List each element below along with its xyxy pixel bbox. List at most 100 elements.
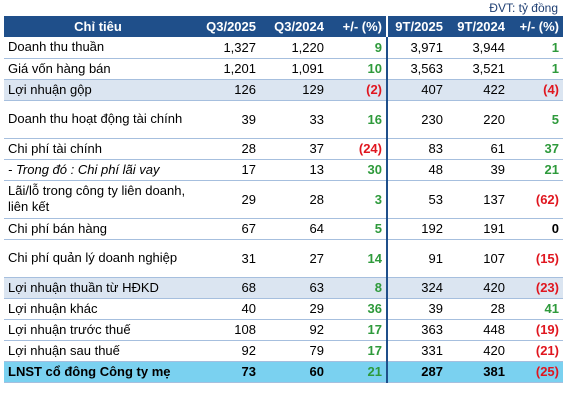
- cell-9t-2025: 363: [386, 319, 447, 340]
- header-ytd-change: +/- (%): [509, 16, 563, 37]
- cell-q3-2025: 29: [241, 191, 256, 207]
- header-row: Chỉ tiêu Q3/2025 Q3/2024 +/- (%) 9T/2025…: [4, 16, 563, 37]
- cell-9t-2024: 422: [447, 79, 509, 100]
- cell-q3-2025: 40: [241, 301, 256, 316]
- cell-q-change: 21: [328, 361, 387, 382]
- table-row: Doanh thu hoạt động tài chính 39 33 16 230 22…: [4, 100, 563, 138]
- header-q3-2024: Q3/2024: [260, 16, 328, 37]
- cell-9t-2024: 28: [490, 301, 505, 316]
- cell-9t-2025: 39: [386, 298, 447, 319]
- cell-ytd-change: 21: [544, 162, 559, 177]
- row-label: - Trong đó : Chi phí lãi vay: [8, 161, 160, 177]
- cell-ytd-change: (23): [509, 277, 563, 298]
- cell-q3-2025: 39: [241, 111, 256, 127]
- table-row: Chi phí bán hàng 67 64 5 192 191 0: [4, 218, 563, 239]
- cell-q3-2025: 67: [241, 221, 256, 236]
- cell-q-change: (24): [358, 141, 382, 156]
- cell-q3-2024: 1,220: [291, 39, 324, 55]
- cell-9t-2024: 107: [483, 250, 505, 266]
- cell-9t-2025: 53: [386, 180, 447, 218]
- cell-q3-2024: 79: [309, 343, 324, 358]
- table-row: Lợi nhuận trước thuế 108 92 17 363 448 (19): [4, 319, 563, 340]
- cell-q-change: 17: [367, 343, 382, 358]
- table-row: Giá vốn hàng bán 1,201 1,091 10 3,563 3,521 1: [4, 58, 563, 79]
- row-label: Lãi/lỗ trong công ty liên doanh, liên kế…: [8, 183, 186, 214]
- cell-9t-2025: 48: [386, 159, 447, 180]
- header-q-change: +/- (%): [328, 16, 387, 37]
- cell-q3-2025: 1,327: [223, 39, 256, 55]
- cell-9t-2024: 420: [447, 277, 509, 298]
- cell-ytd-change: 41: [544, 301, 559, 316]
- cell-9t-2024: 381: [447, 361, 509, 382]
- row-label: Doanh thu hoạt động tài chính: [8, 111, 183, 126]
- cell-ytd-change: (19): [535, 322, 559, 337]
- cell-ytd-change: 0: [551, 221, 559, 236]
- cell-q-change: 14: [367, 250, 382, 266]
- header-q3-2025: Q3/2025: [192, 16, 260, 37]
- cell-9t-2025: 3,971: [386, 37, 447, 58]
- table-row: Lợi nhuận khác 40 29 36 39 28 41: [4, 298, 563, 319]
- cell-9t-2024: 3,521: [472, 61, 505, 76]
- cell-9t-2024: 420: [483, 343, 505, 358]
- cell-9t-2025: 192: [386, 218, 447, 239]
- table-row: Chi phí quản lý doanh nghiệp 31 27 14 91 107 (…: [4, 239, 563, 277]
- cell-q-change: 3: [374, 191, 382, 207]
- cell-q-change: (2): [328, 79, 387, 100]
- cell-9t-2025: 91: [386, 239, 447, 277]
- cell-q3-2024: 64: [309, 221, 324, 236]
- cell-9t-2025: 230: [386, 100, 447, 138]
- cell-q3-2024: 60: [260, 361, 328, 382]
- table-row: Lợi nhuận sau thuế 92 79 17 331 420 (21): [4, 340, 563, 361]
- table-row: - Trong đó : Chi phí lãi vay 17 13 30 48 39 21: [4, 159, 563, 180]
- row-label: Chi phí tài chính: [8, 140, 102, 156]
- cell-q3-2025: 17: [241, 162, 256, 177]
- cell-q3-2024: 92: [309, 322, 324, 337]
- cell-q3-2025: 1,201: [223, 61, 256, 76]
- header-9t-2025: 9T/2025: [386, 16, 447, 37]
- cell-9t-2025: 324: [386, 277, 447, 298]
- cell-q-change: 5: [374, 221, 382, 236]
- cell-q3-2024: 1,091: [291, 61, 324, 76]
- cell-q-change: 30: [367, 162, 382, 177]
- row-label: Lợi nhuận khác: [8, 300, 98, 316]
- cell-ytd-change: (15): [535, 250, 559, 266]
- row-label: Lợi nhuận trước thuế: [8, 321, 131, 337]
- unit-label: ĐVT: tỷ đồng: [489, 1, 558, 15]
- cell-q3-2024: 29: [309, 301, 324, 316]
- cell-q-change: 16: [367, 111, 382, 127]
- cell-q-change: 10: [367, 61, 382, 76]
- row-label: Doanh thu thuần: [8, 39, 105, 55]
- table-row: Lợi nhuận thuần từ HĐKD 68 63 8 324 420 (23): [4, 277, 563, 298]
- cell-q-change: 8: [328, 277, 387, 298]
- table-row: Doanh thu thuần 1,327 1,220 9 3,971 3,944 1: [4, 37, 563, 58]
- cell-9t-2024: 220: [483, 111, 505, 127]
- cell-q3-2025: 31: [241, 250, 256, 266]
- cell-ytd-change: 37: [544, 141, 559, 156]
- cell-ytd-change: 1: [551, 39, 559, 55]
- cell-q3-2025: 28: [241, 141, 256, 156]
- cell-q3-2024: 33: [309, 111, 324, 127]
- cell-q3-2025: 73: [192, 361, 260, 382]
- cell-q3-2025: 108: [234, 322, 256, 337]
- table-row: Lãi/lỗ trong công ty liên doanh, liên kế…: [4, 180, 563, 218]
- cell-q3-2024: 27: [309, 250, 324, 266]
- table-row: LNST cổ đông Công ty mẹ 73 60 21 287 381 (25): [4, 361, 563, 382]
- cell-ytd-change: 1: [551, 61, 559, 76]
- row-label: Lợi nhuận thuần từ HĐKD: [4, 277, 192, 298]
- row-label: LNST cổ đông Công ty mẹ: [4, 361, 192, 382]
- cell-q3-2025: 68: [192, 277, 260, 298]
- cell-9t-2025: 3,563: [386, 58, 447, 79]
- cell-9t-2024: 39: [490, 162, 505, 177]
- cell-q-change: 17: [367, 322, 382, 337]
- cell-ytd-change: (4): [509, 79, 563, 100]
- row-label: Chi phí bán hàng: [8, 220, 108, 236]
- income-statement-table: Chỉ tiêu Q3/2025 Q3/2024 +/- (%) 9T/2025…: [4, 16, 563, 383]
- cell-9t-2025: 287: [386, 361, 447, 382]
- cell-q3-2024: 129: [260, 79, 328, 100]
- cell-ytd-change: (21): [535, 343, 559, 358]
- cell-ytd-change: (25): [509, 361, 563, 382]
- cell-q-change: 9: [374, 39, 382, 55]
- cell-q3-2024: 13: [309, 162, 324, 177]
- table-row: Lợi nhuận gộp 126 129 (2) 407 422 (4): [4, 79, 563, 100]
- row-label: Lợi nhuận gộp: [4, 79, 192, 100]
